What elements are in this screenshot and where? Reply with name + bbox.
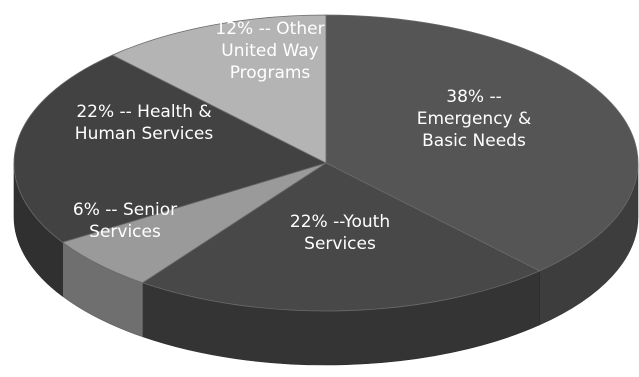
slice-label-line: 12% -- Other: [215, 19, 324, 39]
slice-label-line: Services: [89, 222, 161, 242]
pie-sides: [13, 162, 639, 366]
slice-label-emergency-and-basic-needs: 38% --Emergency & Basic Needs: [417, 87, 532, 151]
slice-youth-services: [141, 162, 541, 312]
slice-label-health-and-human-services: 22% -- Health & Human Services: [75, 102, 214, 144]
slice-other-united-way-programs: [111, 14, 327, 164]
slice-health-and-human-services: [13, 54, 328, 243]
slice-label-senior-services: 6% -- Senior Services: [73, 200, 177, 242]
slice-label-line: Services: [304, 234, 376, 254]
slice-label-line: 22% --Youth: [290, 212, 390, 232]
slice-label-line: 22% -- Health &: [76, 102, 211, 122]
pie-slices: [13, 14, 639, 312]
slice-label-other-united-way-programs: 12% -- Other United Way Programs: [215, 19, 324, 83]
slice-label-line: Basic Needs: [422, 131, 526, 151]
slice-emergency-and-basic-needs: [325, 14, 639, 272]
slice-label-line: 38% --: [446, 87, 501, 107]
slice-label-youth-services: 22% --Youth Services: [290, 212, 390, 254]
slice-label-line: Programs: [230, 63, 311, 83]
slice-label-line: Emergency &: [417, 109, 532, 129]
slice-label-line: 6% -- Senior: [73, 200, 177, 220]
slice-label-line: United Way: [221, 41, 318, 61]
slice-label-line: Human Services: [75, 124, 214, 144]
